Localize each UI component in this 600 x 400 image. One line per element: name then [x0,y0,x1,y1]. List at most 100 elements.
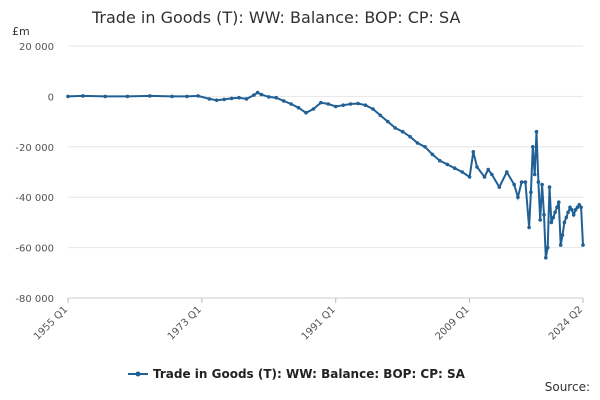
data-point-79 [570,208,574,212]
y-tick-label-4: -60 000 [15,244,54,255]
data-point-0 [66,94,70,99]
y-tick-label-2: -20 000 [15,143,54,154]
data-point-11 [229,96,234,101]
data-point-46 [475,165,479,169]
data-point-78 [568,205,572,210]
y-tick-label-3: -40 000 [15,193,54,204]
data-point-48 [486,167,491,172]
data-point-39 [430,152,435,157]
data-point-52 [512,182,516,187]
data-point-76 [564,215,569,220]
data-point-83 [577,203,582,207]
y-tick-label-0: 20 000 [19,42,54,53]
data-point-49 [490,172,494,177]
data-point-59 [532,172,537,177]
source-label: Source: [544,380,590,394]
data-point-64 [542,213,546,217]
data-point-62 [538,218,542,222]
data-point-44 [467,175,472,179]
data-point-41 [445,162,450,167]
data-point-25 [326,102,331,106]
data-point-77 [566,210,570,215]
y-axis-label: £m [12,25,30,38]
data-point-14 [252,93,256,97]
data-point-45 [471,150,476,154]
data-point-65 [544,255,548,260]
data-point-12 [237,95,241,100]
data-point-51 [505,170,509,174]
data-point-33 [386,119,390,124]
x-tick-label-4: 2024 Q2 [547,304,585,342]
data-point-19 [281,99,286,103]
data-point-4 [148,94,152,98]
data-point-38 [423,145,427,149]
data-point-50 [497,185,502,189]
data-point-67 [547,185,552,189]
data-point-36 [408,134,412,139]
data-point-58 [531,145,535,149]
data-point-29 [356,101,360,106]
data-point-15 [255,90,260,95]
data-point-68 [549,220,554,225]
data-point-20 [289,102,293,106]
y-tick-label-1: 0 [48,92,54,103]
legend-label: Trade in Goods (T): WW: Balance: BOP: CP… [153,367,466,381]
data-point-8 [207,97,212,101]
data-point-70 [553,210,557,215]
x-tick-label-3: 2009 Q1 [434,304,472,342]
legend-marker [135,371,141,377]
data-point-31 [371,107,375,111]
data-point-18 [274,95,279,100]
data-point-54 [519,180,524,184]
data-point-35 [400,129,405,134]
data-point-7 [196,94,200,98]
data-point-55 [523,180,528,184]
data-point-1 [81,94,85,98]
series-line [67,91,584,258]
data-point-63 [540,182,544,187]
data-point-84 [579,205,583,210]
data-point-56 [527,225,531,230]
gridlines [68,45,583,299]
data-point-74 [560,233,565,237]
data-point-2 [103,94,107,99]
y-tick-label-5: -80 000 [15,294,54,305]
data-point-57 [529,190,533,194]
data-point-24 [319,100,323,105]
data-point-81 [573,208,578,212]
data-point-43 [460,170,465,174]
x-tick-label-2: 1991 Q1 [300,304,338,342]
data-point-47 [482,175,487,179]
data-point-27 [341,103,346,107]
data-point-80 [571,213,576,217]
legend[interactable]: Trade in Goods (T): WW: Balance: BOP: CP… [128,367,466,381]
data-point-37 [415,141,420,145]
x-tick-label-1: 1973 Q1 [166,304,204,342]
x-tick-label-0: 1955 Q1 [32,304,70,342]
data-point-3 [125,94,130,99]
data-point-60 [534,129,539,134]
data-point-9 [214,98,219,102]
data-point-16 [259,92,264,97]
series-points [66,90,585,260]
data-point-34 [393,126,398,130]
data-point-13 [244,97,249,101]
data-point-22 [304,111,308,115]
data-point-32 [378,113,383,118]
data-point-42 [452,166,457,170]
data-point-28 [348,102,353,106]
x-axis-ticks: 1955 Q1 1973 Q1 1991 Q1 2009 Q1 2024 Q2 [32,298,585,342]
chart-title: Trade in Goods (T): WW: Balance: BOP: CP… [92,8,461,27]
data-point-61 [536,180,541,184]
data-point-53 [516,195,520,199]
data-point-6 [185,94,189,99]
data-point-23 [311,107,316,111]
data-point-30 [363,103,368,107]
data-point-75 [562,220,567,225]
data-point-85 [581,243,585,247]
data-point-66 [545,245,550,250]
data-point-40 [438,158,442,163]
y-axis-ticks: 20 000 0 -20 000 -40 000 -60 000 -80 000 [15,42,54,305]
data-point-21 [296,105,301,110]
